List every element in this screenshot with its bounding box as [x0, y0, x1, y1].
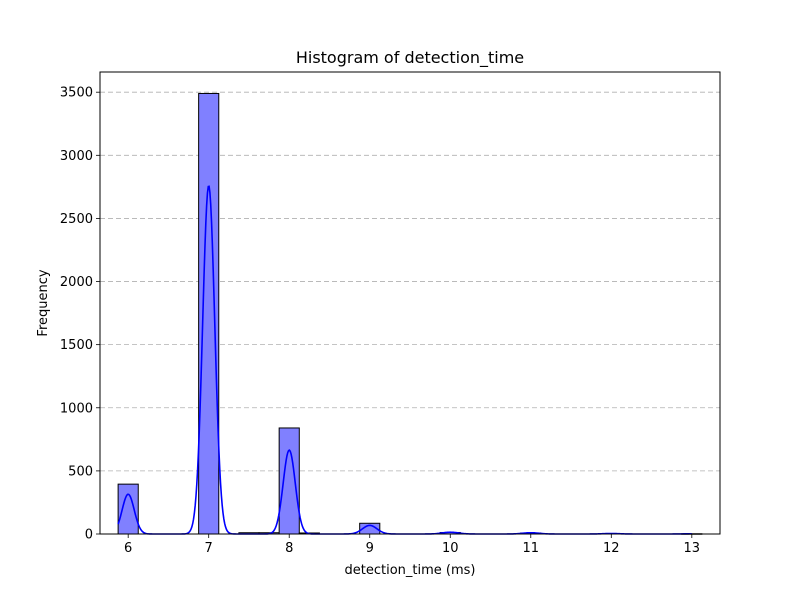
y-tick-label: 3000 — [60, 149, 93, 164]
x-tick-label: 9 — [366, 541, 374, 556]
x-axis-label: detection_time (ms) — [345, 563, 476, 578]
x-tick-label: 7 — [205, 541, 213, 556]
y-tick-label: 2000 — [60, 275, 93, 290]
plot-frame — [99, 71, 721, 535]
y-tick-label: 0 — [85, 528, 93, 543]
y-tick-label: 1500 — [60, 338, 93, 353]
y-tick-label: 2500 — [60, 212, 93, 227]
x-tick-label: 13 — [684, 541, 701, 556]
y-axis-label: Frequency — [36, 269, 51, 336]
y-tick-label: 3500 — [60, 86, 93, 101]
y-tick-label: 500 — [68, 464, 93, 479]
histogram-bar — [117, 483, 139, 535]
y-axis-ticks: 0 500 1000 1500 2000 2500 3000 3500 — [60, 86, 100, 543]
x-tick-label: 12 — [603, 541, 620, 556]
x-axis-ticks: 6 7 8 9 10 11 12 13 — [124, 534, 700, 556]
chart-title: Histogram of detection_time — [296, 48, 524, 68]
histogram-bar — [278, 427, 300, 535]
x-tick-label: 8 — [285, 541, 293, 556]
x-tick-label: 6 — [124, 541, 132, 556]
histogram-bar — [198, 92, 220, 535]
x-tick-label: 10 — [442, 541, 459, 556]
x-tick-label: 11 — [523, 541, 540, 556]
y-tick-label: 1000 — [60, 401, 93, 416]
